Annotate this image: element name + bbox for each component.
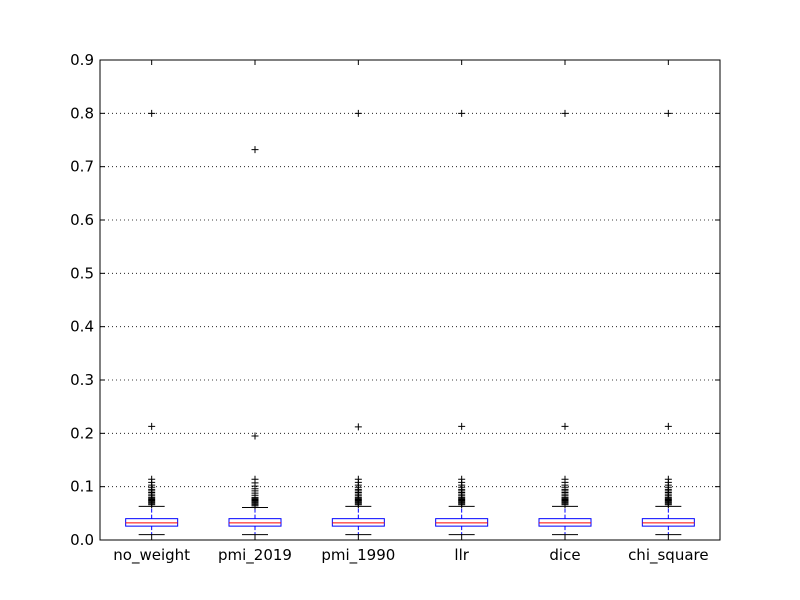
flier-point bbox=[148, 109, 156, 117]
flier-point bbox=[458, 475, 466, 483]
y-tick-label: 0.6 bbox=[70, 211, 94, 229]
flier-point bbox=[148, 475, 156, 483]
y-axis: 0.0 0.1 0.2 0.3 0.4 0.5 0.6 0.7 0.8 0.9 bbox=[70, 51, 720, 549]
x-tick-label-pmi_1990: pmi_1990 bbox=[321, 546, 395, 565]
flier-point bbox=[354, 423, 362, 431]
y-tick-label: 0.7 bbox=[70, 158, 94, 176]
flier-point bbox=[354, 475, 362, 483]
box-pmi_2019 bbox=[228, 146, 282, 536]
flier-point bbox=[458, 109, 466, 117]
flier-point bbox=[458, 422, 466, 430]
y-tick-label: 0.3 bbox=[70, 371, 94, 389]
x-tick-label-llr: llr bbox=[454, 546, 469, 564]
iqr-box bbox=[331, 518, 385, 527]
flier-point bbox=[354, 109, 362, 117]
x-tick-label-dice: dice bbox=[549, 546, 580, 564]
flier-point bbox=[251, 475, 259, 483]
iqr-box bbox=[538, 518, 592, 527]
y-gridlines bbox=[100, 112, 720, 488]
flier-point bbox=[664, 109, 672, 117]
box-no_weight bbox=[125, 109, 179, 536]
box-dice bbox=[538, 109, 592, 536]
flier-point bbox=[561, 475, 569, 483]
box-pmi_1990 bbox=[331, 109, 385, 536]
box-llr bbox=[435, 109, 489, 536]
iqr-box bbox=[435, 518, 489, 527]
flier-point bbox=[561, 109, 569, 117]
y-tick-label: 0.8 bbox=[70, 104, 94, 122]
flier-point bbox=[561, 422, 569, 430]
x-tick-label-chi_square: chi_square bbox=[628, 546, 709, 565]
y-tick-label: 0.2 bbox=[70, 424, 94, 442]
y-tick-label: 0.4 bbox=[70, 318, 94, 336]
x-tick-label-pmi_2019: pmi_2019 bbox=[218, 546, 292, 565]
iqr-box bbox=[228, 518, 282, 527]
flier-point bbox=[251, 146, 259, 154]
y-tick-label: 0.5 bbox=[70, 264, 94, 282]
x-tick-label-no_weight: no_weight bbox=[113, 546, 190, 565]
boxes-layer bbox=[125, 109, 695, 536]
flier-point bbox=[148, 422, 156, 430]
iqr-box bbox=[125, 518, 179, 527]
flier-point bbox=[664, 475, 672, 483]
x-axis: no_weight pmi_2019 pmi_1990 llr dice chi_squa… bbox=[113, 60, 709, 565]
flier-point bbox=[664, 422, 672, 430]
box-chi_square bbox=[641, 109, 695, 536]
y-tick-label: 0.1 bbox=[70, 478, 94, 496]
iqr-box bbox=[641, 518, 695, 527]
flier-point bbox=[251, 432, 259, 440]
y-tick-label: 0.9 bbox=[70, 51, 94, 69]
plot-area-frame bbox=[99, 59, 721, 541]
y-tick-label: 0.0 bbox=[70, 531, 94, 549]
